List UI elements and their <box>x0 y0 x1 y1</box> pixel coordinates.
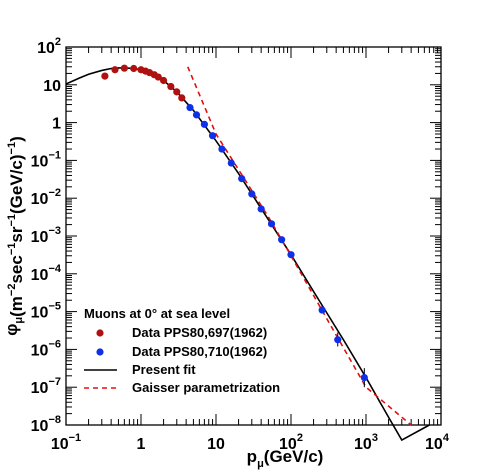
series-line <box>187 66 412 426</box>
data-point <box>248 190 256 198</box>
data-point <box>200 120 208 128</box>
y-tick-label: 10 <box>43 78 61 95</box>
data-point <box>208 132 217 140</box>
x-axis-title: pμ(GeV/c) <box>247 447 324 470</box>
data-point <box>257 205 265 213</box>
y-tick-label: 10−2 <box>31 187 61 208</box>
data-point <box>186 103 194 112</box>
y-tick-label: 10−7 <box>31 376 61 397</box>
y-tick-label: 10−4 <box>31 263 62 284</box>
legend-title: Muons at 0° at sea level <box>84 306 230 321</box>
plot-frame <box>65 46 442 426</box>
y-tick-label: 1 <box>52 116 61 133</box>
y-axis-title: φμ(m−2sec−1sr−1(GeV/c)−1) <box>2 136 26 336</box>
data-point <box>120 64 128 72</box>
data-point <box>238 175 246 183</box>
y-tick-label: 10−1 <box>31 149 61 170</box>
data-point <box>287 251 295 259</box>
data-point <box>218 145 226 153</box>
legend-label: Data PPS80,697(1962) <box>132 325 267 340</box>
legend-label: Data PPS80,710(1962) <box>132 344 267 359</box>
x-tick-label: 10−1 <box>51 432 81 453</box>
data-point <box>334 336 342 344</box>
legend-marker <box>96 348 104 356</box>
data-point <box>267 220 276 228</box>
y-tick-label: 102 <box>37 36 61 57</box>
x-tick-label: 102 <box>279 432 303 453</box>
axis-ticks <box>65 47 441 426</box>
data-point <box>111 66 119 74</box>
x-tick-label: 1 <box>137 436 146 453</box>
legend: Muons at 0° at sea level Data PPS80,697(1… <box>84 306 280 395</box>
y-tick-label: 10−3 <box>31 225 61 246</box>
series-layer <box>65 64 430 442</box>
data-point <box>101 72 109 80</box>
x-tick-label: 10 <box>207 436 225 453</box>
legend-marker <box>96 329 104 337</box>
data-point <box>130 64 138 73</box>
data-point <box>192 111 201 119</box>
data-point <box>159 76 168 85</box>
data-point <box>227 159 235 167</box>
axis-titles: pμ(GeV/c) φμ(m−2sec−1sr−1(GeV/c)−1) <box>2 136 323 470</box>
data-point <box>167 82 175 91</box>
data-point <box>154 73 162 81</box>
data-point <box>278 236 286 244</box>
data-point <box>318 306 326 314</box>
y-tick-label: 10−6 <box>31 338 61 359</box>
x-tick-label: 104 <box>425 432 450 453</box>
data-point <box>173 88 181 96</box>
axis-tick-labels: 10−1 1 10 102 103 104 102 10 1 10−1 10−2 10−3 10−4 10… <box>31 36 450 453</box>
y-tick-label: 10−5 <box>31 301 61 322</box>
data-point <box>360 373 368 382</box>
legend-label: Gaisser parametrization <box>132 380 280 395</box>
y-tick-label: 10−8 <box>31 414 61 435</box>
legend-label: Present fit <box>132 362 196 377</box>
data-point <box>178 94 186 102</box>
x-tick-label: 103 <box>354 432 378 453</box>
